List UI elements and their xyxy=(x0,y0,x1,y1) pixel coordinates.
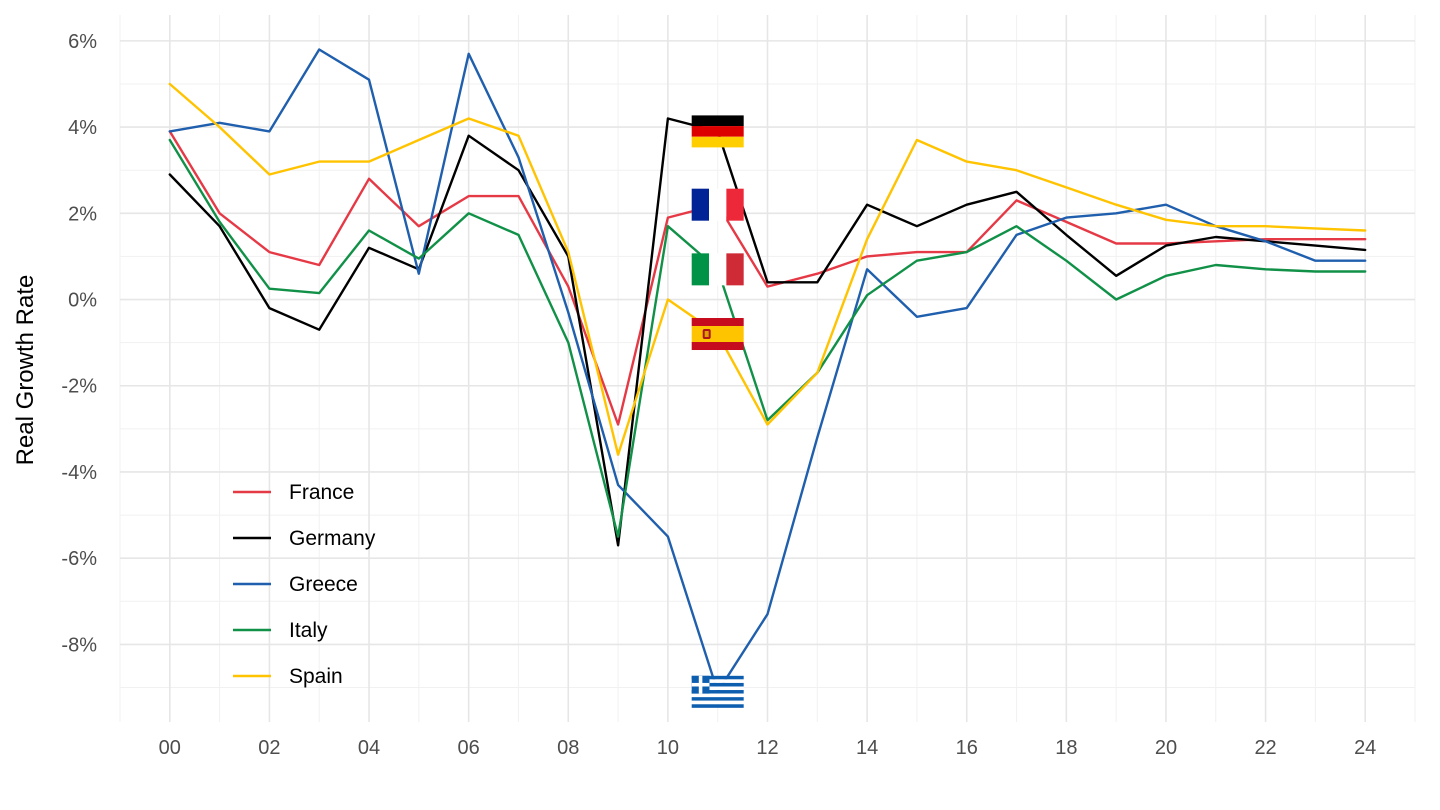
x-tick-label: 16 xyxy=(956,737,978,759)
legend-label: Germany xyxy=(289,527,376,550)
x-axis-tick-labels: 00 02 04 06 08 10 12 14 16 18 20 22 24 xyxy=(159,737,1377,759)
y-tick-label: 0% xyxy=(68,290,97,312)
major-gridlines xyxy=(120,15,1415,722)
legend-item-france: France xyxy=(233,481,354,504)
y-axis-tick-labels: 6% 4% 2% 0% -2% -4% -6% -8% xyxy=(61,31,97,657)
x-tick-label: 10 xyxy=(657,737,679,759)
germany-flag xyxy=(691,115,744,148)
y-tick-label: -2% xyxy=(61,376,97,398)
y-axis-title: Real Growth Rate xyxy=(12,275,39,466)
x-tick-label: 22 xyxy=(1254,737,1276,759)
legend-item-greece: Greece xyxy=(233,573,358,596)
x-tick-label: 18 xyxy=(1055,737,1077,759)
france-flag xyxy=(691,188,744,221)
series-lines xyxy=(168,48,1367,693)
legend-item-italy: Italy xyxy=(233,619,328,642)
series-line-spain xyxy=(168,82,1367,456)
italy-flag xyxy=(691,253,744,286)
x-tick-label: 00 xyxy=(159,737,181,759)
country-flags xyxy=(691,115,744,708)
x-tick-label: 12 xyxy=(756,737,778,759)
legend-label: Italy xyxy=(289,619,328,642)
x-tick-label: 04 xyxy=(358,737,380,759)
y-tick-label: 2% xyxy=(68,203,97,225)
x-tick-label: 06 xyxy=(458,737,480,759)
series-line-france xyxy=(168,130,1367,426)
y-tick-label: 6% xyxy=(68,31,97,53)
y-tick-label: -4% xyxy=(61,462,97,484)
legend-item-spain: Spain xyxy=(233,665,343,688)
y-tick-label: 4% xyxy=(68,117,97,139)
legend-label: Spain xyxy=(289,665,343,688)
x-tick-label: 14 xyxy=(856,737,878,759)
series-line-greece xyxy=(168,48,1367,693)
legend: France Germany Greece Italy Spain xyxy=(233,481,376,688)
x-tick-label: 08 xyxy=(557,737,579,759)
legend-label: France xyxy=(289,481,354,504)
x-tick-label: 02 xyxy=(258,737,280,759)
x-tick-label: 24 xyxy=(1354,737,1376,759)
y-tick-label: -8% xyxy=(61,634,97,656)
series-line-italy xyxy=(168,138,1367,538)
spain-flag xyxy=(691,318,744,351)
legend-item-germany: Germany xyxy=(233,527,376,550)
series-line-germany xyxy=(168,117,1367,547)
y-tick-label: -6% xyxy=(61,548,97,570)
greece-flag xyxy=(691,675,744,708)
x-tick-label: 20 xyxy=(1155,737,1177,759)
legend-label: Greece xyxy=(289,573,358,596)
